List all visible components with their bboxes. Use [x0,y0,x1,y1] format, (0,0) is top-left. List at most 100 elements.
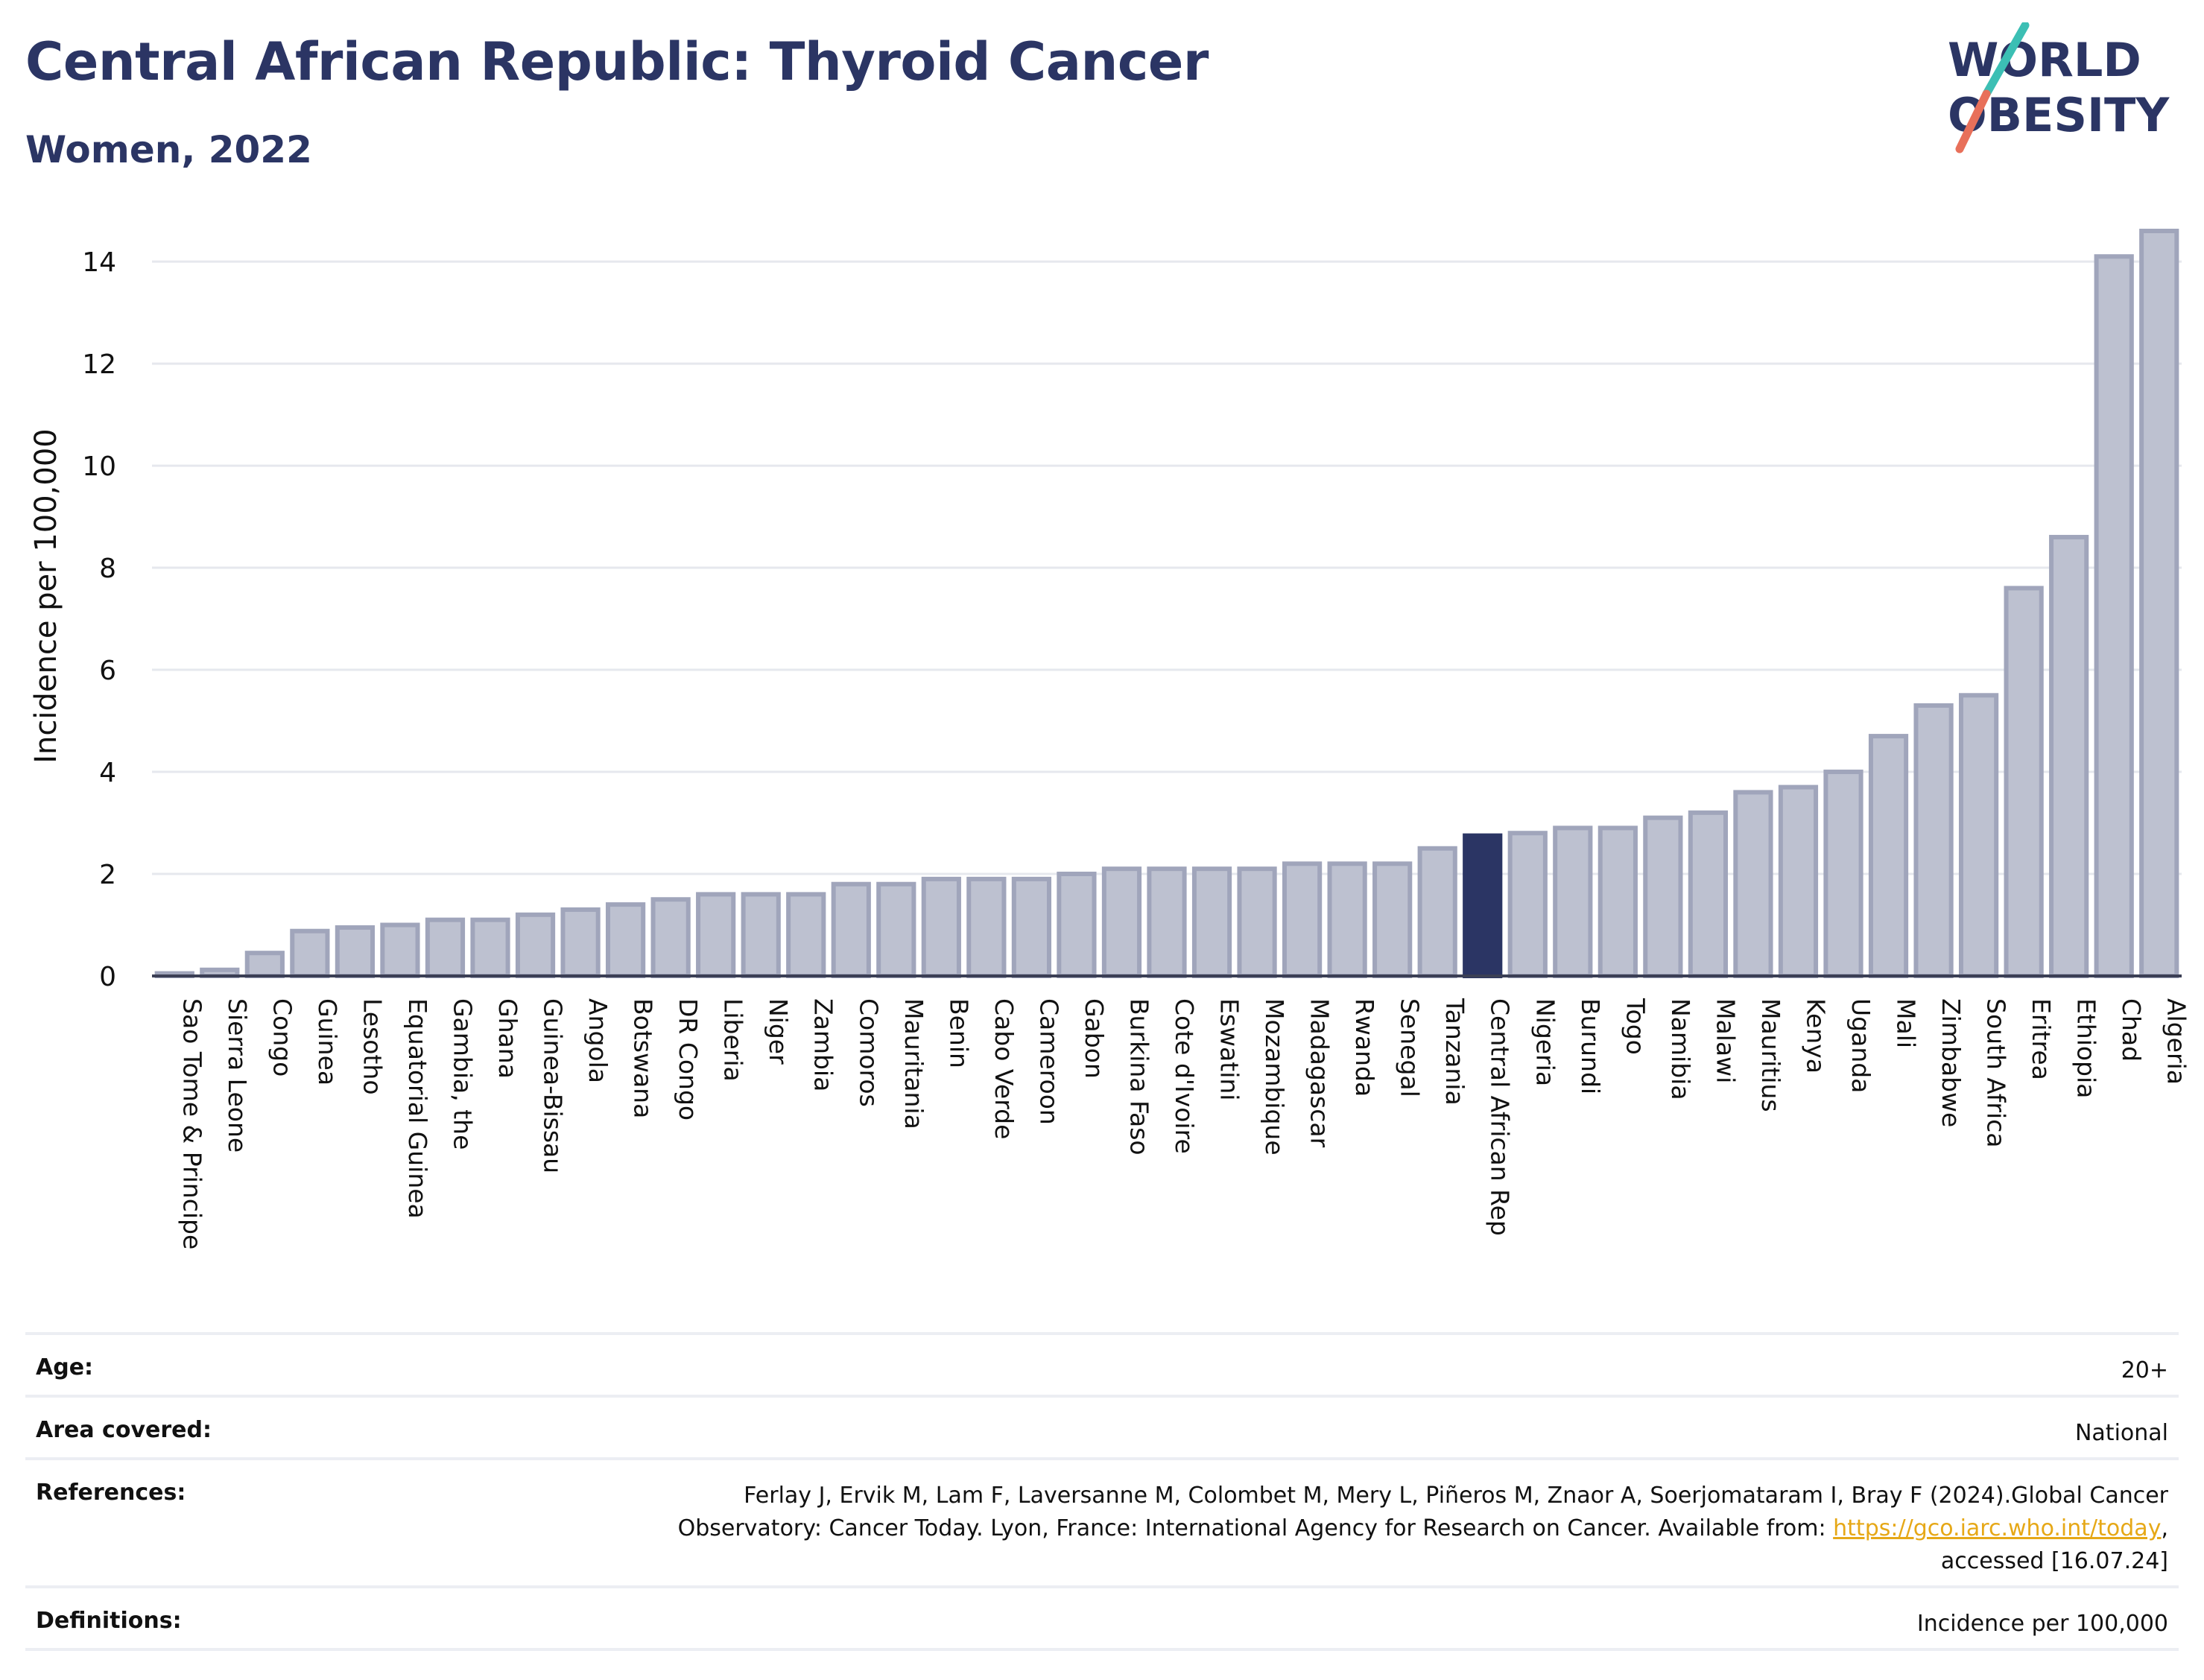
bar [290,928,330,979]
x-tick-label: Nigeria [1530,998,1559,1086]
info-label-definitions: Definitions: [36,1608,182,1634]
x-tick-label: Cameroon [1034,998,1063,1125]
bar [696,892,736,979]
x-tick-label: Zambia [809,998,838,1091]
bar [515,912,556,979]
bar [1282,861,1323,978]
bar [741,892,781,979]
y-tick-label: 6 [99,656,116,686]
info-value-area: National [2074,1420,2168,1446]
info-value-age: 20+ [2121,1357,2168,1383]
info-row-references: References: Ferlay J, Ervik M, Lam F, La… [25,1457,2179,1585]
bar [1958,693,1999,978]
x-tick-label: Guinea-Bissau [539,998,568,1173]
y-tick-label: 8 [99,554,116,584]
references-link[interactable]: https://gco.iarc.who.int/today [1833,1515,2162,1541]
y-tick-labels: 0 2 4 6 8 10 12 14 [82,247,116,992]
x-tick-label: Sierra Leone [223,998,252,1153]
x-tick-label: Kenya [1801,998,1830,1074]
bar [1147,866,1187,979]
info-row-area: Area covered: National [25,1395,2179,1457]
x-tick-label: Uganda [1846,998,1875,1093]
bar [1191,866,1232,979]
y-tick-label: 10 [82,451,116,482]
bar [380,922,420,978]
x-tick-label: Guinea [313,998,342,1085]
bar-chart: 0 2 4 6 8 10 12 14 Sao Tome & Principe Sierra Le… [29,229,2191,1249]
bar [876,881,916,978]
bars [154,229,2179,979]
x-tick-label: Botswana [629,998,658,1118]
x-tick-label: Namibia [1666,998,1695,1100]
x-tick-label: Mali [1892,998,1921,1048]
y-tick-label: 0 [99,962,116,992]
x-tick-label: Eswatini [1215,998,1244,1100]
x-tick-label: Cabo Verde [989,998,1019,1139]
bar [1417,846,1457,978]
x-tick-label: Gambia, the [448,998,477,1150]
bar [1868,734,1909,979]
x-tick-label: Gabon [1080,998,1109,1079]
logo-line1: WORLD [1948,33,2141,87]
world-obesity-logo: WORLD OBESITY [1948,22,2170,153]
bar [1011,876,1052,979]
x-tick-label: Mauritania [899,998,928,1129]
y-tick-label: 14 [82,247,116,278]
x-tick-label: Central African Rep [1486,998,1515,1236]
x-tick-label: Angola [583,998,612,1083]
bar [605,902,646,979]
y-tick-label: 4 [99,758,116,788]
bar [560,907,601,978]
bar [1913,703,1954,979]
bar [2049,534,2089,978]
bar [1643,815,1683,979]
x-tick-label: Chad [2117,998,2146,1062]
x-tick-label: Lesotho [358,998,387,1095]
info-value-definitions: Incidence per 100,000 [1916,1611,2168,1637]
bar [966,876,1007,979]
bar [831,881,871,978]
bar [425,917,466,979]
bar [1507,831,1548,979]
x-tick-label: Mozambique [1260,998,1289,1156]
bar [650,897,691,978]
x-tick-label: Togo [1621,998,1650,1055]
bar [1463,833,1503,978]
bar [1597,825,1638,979]
x-tick-label: Burkina Faso [1124,998,1153,1156]
x-tick-label: Algeria [2162,998,2191,1085]
x-tick-label: Cote d'Ivoire [1170,998,1199,1154]
x-tick-label: Niger [764,998,793,1065]
x-tick-label: Benin [944,998,973,1068]
x-tick-label: Tanzania [1440,998,1469,1106]
bar [1733,790,1773,979]
bar [1101,866,1142,979]
info-row-definitions: Definitions: Incidence per 100,000 [25,1585,2179,1651]
bar [244,951,285,979]
references-line1: Ferlay J, Ervik M, Lam F, Laversanne M, … [744,1483,2168,1509]
y-tick-label: 2 [99,860,116,890]
x-tick-label: Liberia [719,998,748,1082]
bar [1372,861,1413,978]
bar [1237,866,1277,979]
x-tick-label: Burundi [1576,998,1605,1094]
x-tick-label: Zimbabwe [1937,998,1966,1127]
bar [2139,229,2179,978]
x-tick-label: Mauritius [1756,998,1785,1112]
info-label-references: References: [36,1480,186,1506]
bar [1327,861,1367,978]
bar [1778,784,1819,978]
bar [335,925,376,979]
bar [786,892,826,979]
info-table: Age: 20+ Area covered: National Referenc… [25,1332,2179,1651]
chart-title: Central African Republic: Thyroid Cancer [25,31,1209,92]
bar [1688,810,1729,978]
slash-logo-icon [1982,22,2030,98]
bar [1823,770,1863,978]
references-line3: accessed [16.07.24] [1940,1548,2168,1574]
x-tick-label: Rwanda [1350,998,1379,1097]
x-tick-label: South Africa [1982,998,2011,1148]
x-tick-label: Sao Tome & Principe [177,998,206,1249]
y-tick-label: 12 [82,349,116,380]
x-tick-label: Malawi [1711,998,1740,1083]
